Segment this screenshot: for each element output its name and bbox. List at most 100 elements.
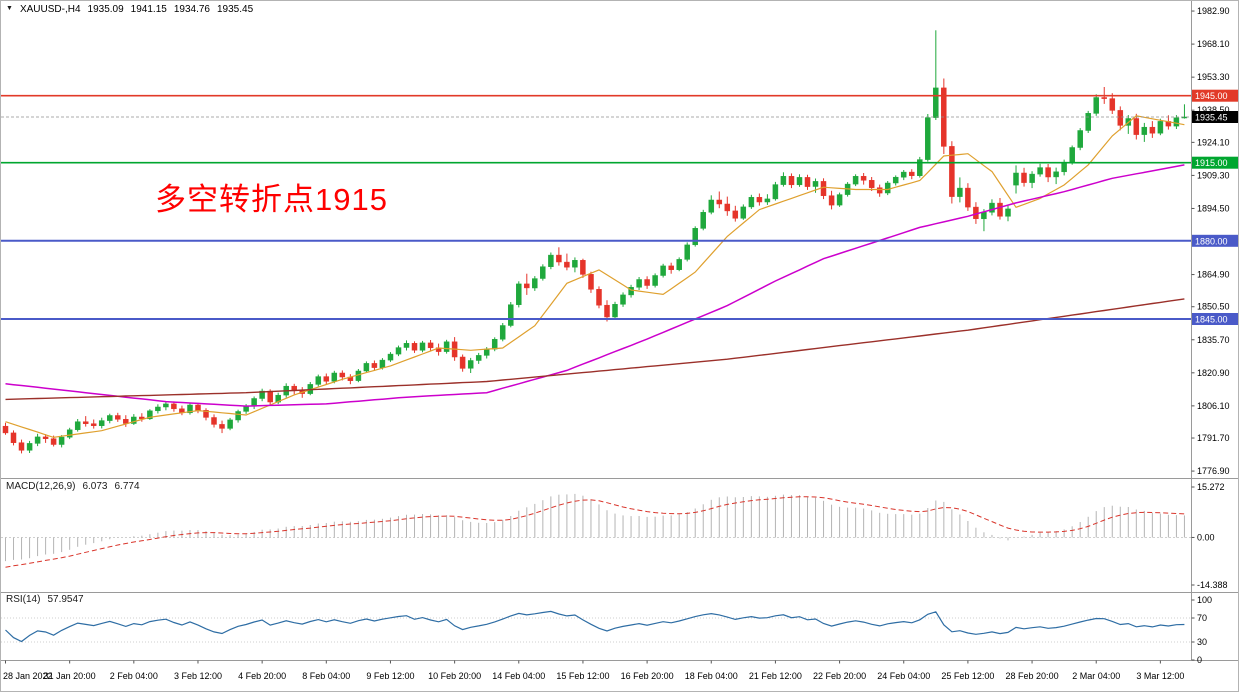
candle [876, 187, 883, 194]
axis-tick-label: 1850.50 [1197, 302, 1230, 312]
candle [475, 355, 482, 361]
axis-tick-label: 1894.50 [1197, 204, 1230, 214]
candle [1045, 167, 1051, 178]
ma-mid-magenta [5, 164, 1185, 407]
axis-tick-label: 70 [1197, 613, 1207, 623]
candle [868, 180, 875, 188]
candle [10, 432, 17, 443]
candle [636, 279, 642, 288]
candle [764, 198, 771, 203]
candle [740, 206, 747, 219]
time-tick-label: 10 Feb 20:00 [428, 671, 481, 681]
candle [1069, 147, 1075, 163]
candle [925, 117, 931, 160]
candle [556, 254, 562, 263]
time-tick-label: 3 Feb 12:00 [174, 671, 222, 681]
candle [187, 404, 193, 414]
candle [443, 341, 450, 352]
price-tag [1192, 313, 1238, 325]
price-tag-label: 1945.00 [1195, 91, 1228, 101]
axis-tick-label: 1864.90 [1197, 270, 1230, 280]
candle [716, 199, 723, 205]
candle [828, 195, 835, 206]
axis-tick-label: -14.388 [1197, 580, 1228, 590]
candle [1013, 172, 1019, 186]
candle [1085, 113, 1091, 131]
time-tick-label: 28 Jan 2022 [3, 671, 53, 681]
ohlc-close-value: 1935.45 [216, 4, 254, 15]
candle [812, 181, 819, 187]
time-tick-label: 28 Feb 20:00 [1006, 671, 1059, 681]
candle [459, 356, 466, 369]
candle [732, 210, 739, 219]
candle [315, 376, 322, 385]
candle [123, 419, 129, 424]
candle [467, 360, 474, 369]
axis-tick-label: 0 [1197, 655, 1202, 665]
candle [387, 353, 394, 361]
candle [1101, 97, 1107, 99]
candle [243, 406, 249, 412]
price-tag [1192, 156, 1238, 169]
symbol-header: ▼ XAUUSD-,H4 1935.09 1941.15 1934.76 193… [6, 4, 253, 15]
annotation-text[interactable]: 多空转折点1915 [155, 182, 388, 217]
candle [1037, 167, 1043, 175]
candle [981, 212, 987, 220]
axis-tick-label: 1953.30 [1197, 72, 1230, 82]
candle [259, 390, 265, 399]
time-tick-label: 25 Feb 12:00 [941, 671, 994, 681]
main-price-panel[interactable] [1, 30, 1191, 454]
candle [483, 348, 490, 356]
candle [612, 304, 618, 318]
price-tag [1192, 234, 1238, 247]
candle [949, 146, 955, 197]
candle [989, 202, 995, 213]
candle [1133, 118, 1140, 135]
chevron-down-icon[interactable]: ▼ [6, 5, 13, 12]
ohlc-low-value: 1934.76 [173, 4, 210, 15]
axis-tick-label: 1820.90 [1197, 368, 1230, 378]
candle [1005, 208, 1011, 217]
price-tag [1192, 89, 1238, 102]
axis-tick-label: 30 [1197, 637, 1207, 647]
rsi-indicator-label: RSI(14) 57.9547 [6, 594, 84, 605]
time-tick-label: 22 Feb 20:00 [813, 671, 866, 681]
candle [74, 421, 81, 430]
candle [580, 260, 586, 275]
axis-tick-label: 1806.10 [1197, 401, 1230, 411]
rsi-panel[interactable] [1, 610, 1191, 643]
candle [66, 429, 73, 438]
candle [788, 176, 795, 186]
axis-tick-label: 1968.10 [1197, 39, 1230, 49]
candle [1061, 161, 1067, 173]
time-tick-label: 14 Feb 04:00 [492, 671, 545, 681]
macd-indicator-label: MACD(12,26,9) 6.073 6.774 [6, 481, 140, 492]
axis-tick-label: 1835.70 [1197, 335, 1230, 345]
price-tag-label: 1935.45 [1195, 113, 1228, 123]
candle [1117, 110, 1124, 126]
macd-panel[interactable] [1, 493, 1191, 568]
candle [796, 177, 803, 186]
candle [58, 436, 65, 445]
candle [1157, 121, 1164, 134]
candle [42, 436, 49, 439]
rsi-line [5, 610, 1185, 643]
candle [724, 203, 731, 212]
candle [195, 404, 201, 411]
candle [620, 294, 626, 305]
time-tick-label: 3 Mar 12:00 [1136, 671, 1184, 681]
candle [18, 442, 25, 451]
candle [772, 184, 779, 200]
candle [516, 283, 522, 305]
time-tick-label: 31 Jan 20:00 [44, 671, 96, 681]
price-tag [1192, 111, 1238, 123]
candle [499, 325, 506, 340]
rsi-value: 57.9547 [47, 594, 84, 605]
candle [957, 187, 963, 197]
candle [90, 423, 97, 426]
macd-signal-line [5, 496, 1185, 568]
candle [427, 342, 434, 349]
